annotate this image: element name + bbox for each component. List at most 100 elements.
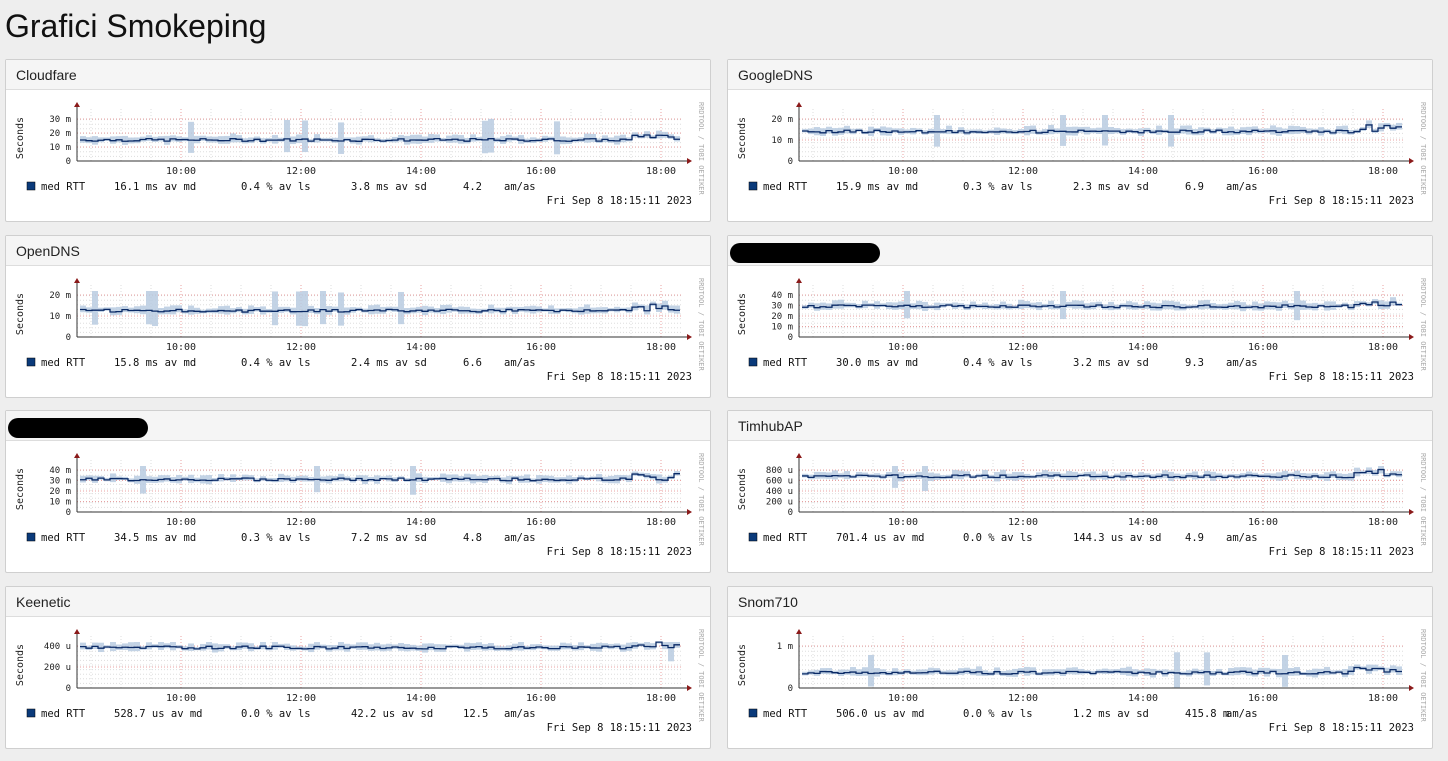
y-tick-label: 20 m	[49, 487, 71, 497]
rrdtool-watermark: RRDTOOL / TOBI OETIKER	[697, 278, 705, 372]
legend-stddev: 2.3 ms av sd	[1073, 181, 1149, 193]
legend-amas-unit: am/as	[1226, 181, 1258, 193]
legend-stddev: 144.3 us av sd	[1073, 532, 1162, 544]
legend-amas-value: 415.8 m	[1185, 708, 1229, 720]
x-tick-label: 16:00	[526, 166, 556, 177]
x-tick-label: 10:00	[166, 342, 196, 353]
legend-stddev: 2.4 ms av sd	[351, 357, 427, 369]
graph-timestamp: Fri Sep 8 18:15:11 2023	[547, 195, 692, 207]
y-axis-title: Seconds	[15, 117, 26, 159]
x-tick-label: 12:00	[286, 342, 316, 353]
y-tick-label: 30 m	[771, 302, 793, 312]
y-tick-label: 40 m	[49, 466, 71, 476]
rrdtool-watermark: RRDTOOL / TOBI OETIKER	[1419, 629, 1427, 723]
x-tick-label: 14:00	[406, 693, 436, 704]
y-tick-label: 10 m	[771, 323, 793, 333]
rrdtool-watermark: RRDTOOL / TOBI OETIKER	[697, 629, 705, 723]
legend-amas-value: 12.5	[463, 708, 488, 720]
x-tick-label: 12:00	[1008, 693, 1038, 704]
y-tick-label: 30 m	[49, 477, 71, 487]
smokeping-graph: 40 m30 m20 m10 m0 10:00 12:00 14:00 16:00 18:…	[15, 453, 705, 558]
legend-label: med RTT	[763, 181, 808, 193]
y-tick-label: 10 m	[49, 312, 71, 322]
legend-swatch	[748, 357, 758, 367]
legend-label: med RTT	[763, 357, 808, 369]
legend-loss: 0.4 % av ls	[963, 357, 1033, 369]
graph-panel: OpenDNS 20 m 10 m 0 10:00 12:00 14:00 16:00 18:0…	[5, 235, 711, 398]
y-tick-label: 20 m	[49, 291, 71, 301]
x-tick-label: 18:00	[1368, 517, 1398, 528]
legend-median: 34.5 ms av md	[114, 532, 196, 544]
legend-loss: 0.4 % av ls	[241, 357, 311, 369]
legend-amas-unit: am/as	[1226, 532, 1258, 544]
legend-loss: 0.0 % av ls	[963, 532, 1033, 544]
graph-timestamp: Fri Sep 8 18:15:11 2023	[547, 722, 692, 734]
x-tick-label: 18:00	[646, 166, 676, 177]
graph-panel: 40 m 30 m 20 m 10 m 0 10:00 12:00 14:00 16:00 18:…	[727, 235, 1433, 398]
x-tick-label: 16:00	[526, 517, 556, 528]
panel-title: GoogleDNS	[728, 60, 1432, 90]
y-tick-label: 0	[788, 157, 793, 167]
x-tick-label: 14:00	[406, 166, 436, 177]
panel-title	[728, 236, 1432, 266]
x-tick-label: 16:00	[1248, 517, 1278, 528]
y-tick-label: 0	[788, 333, 793, 343]
x-tick-label: 18:00	[646, 517, 676, 528]
y-axis-title: Seconds	[737, 644, 748, 686]
legend-median: 701.4 us av md	[836, 532, 925, 544]
graph-timestamp: Fri Sep 8 18:15:11 2023	[1269, 195, 1414, 207]
y-tick-label: 10 m	[771, 136, 793, 146]
x-tick-label: 16:00	[1248, 342, 1278, 353]
x-tick-label: 18:00	[1368, 342, 1398, 353]
x-tick-label: 18:00	[1368, 166, 1398, 177]
x-tick-label: 12:00	[286, 693, 316, 704]
y-tick-label: 0	[66, 508, 71, 518]
y-tick-label: 0	[788, 684, 793, 694]
y-tick-label: 200 u	[44, 663, 71, 673]
x-tick-label: 10:00	[166, 166, 196, 177]
legend-median: 528.7 us av md	[114, 708, 203, 720]
y-tick-label: 0	[788, 508, 793, 518]
x-tick-label: 14:00	[1128, 517, 1158, 528]
rrdtool-watermark: RRDTOOL / TOBI OETIKER	[1419, 278, 1427, 372]
y-tick-label: 1 m	[777, 642, 793, 652]
y-tick-label: 0	[66, 157, 71, 167]
graph-timestamp: Fri Sep 8 18:15:11 2023	[547, 371, 692, 383]
y-tick-label: 0	[66, 684, 71, 694]
y-tick-label: 400 u	[766, 487, 793, 497]
y-tick-label: 20 m	[771, 115, 793, 125]
x-tick-label: 16:00	[1248, 693, 1278, 704]
x-tick-label: 18:00	[646, 342, 676, 353]
y-axis-title: Seconds	[15, 293, 26, 335]
x-tick-label: 12:00	[1008, 342, 1038, 353]
legend-label: med RTT	[41, 357, 86, 369]
legend-swatch	[748, 181, 758, 191]
x-tick-label: 16:00	[526, 342, 556, 353]
smokeping-graph: 40 m30 m20 m10 m0 10:00 12:00 14:00 16:00 18:…	[737, 278, 1427, 383]
legend-amas-value: 6.6	[463, 357, 482, 369]
rrdtool-watermark: RRDTOOL / TOBI OETIKER	[1419, 102, 1427, 196]
redaction-mark	[730, 243, 880, 263]
y-axis-title: Seconds	[15, 468, 26, 510]
legend-stddev: 3.2 ms av sd	[1073, 357, 1149, 369]
y-axis-title: Seconds	[737, 293, 748, 335]
x-tick-label: 18:00	[646, 693, 676, 704]
rrdtool-watermark: RRDTOOL / TOBI OETIKER	[697, 453, 705, 547]
legend-median: 15.8 ms av md	[114, 357, 196, 369]
smokeping-graph: 400 u 200 u 0 10:00 12:00 14:00 16:00 18:00 Seco…	[15, 629, 705, 734]
legend-median: 506.0 us av md	[836, 708, 925, 720]
y-tick-label: 10 m	[49, 143, 71, 153]
legend-median: 16.1 ms av md	[114, 181, 196, 193]
legend-amas-unit: am/as	[504, 181, 536, 193]
legend-loss: 0.0 % av ls	[963, 708, 1033, 720]
x-tick-label: 12:00	[286, 166, 316, 177]
legend-label: med RTT	[41, 532, 86, 544]
x-tick-label: 10:00	[888, 517, 918, 528]
y-tick-label: 10 m	[49, 498, 71, 508]
y-tick-label: 0	[66, 333, 71, 343]
redaction-mark	[8, 418, 148, 438]
x-tick-label: 12:00	[286, 517, 316, 528]
x-tick-label: 14:00	[406, 342, 436, 353]
legend-amas-value: 9.3	[1185, 357, 1204, 369]
